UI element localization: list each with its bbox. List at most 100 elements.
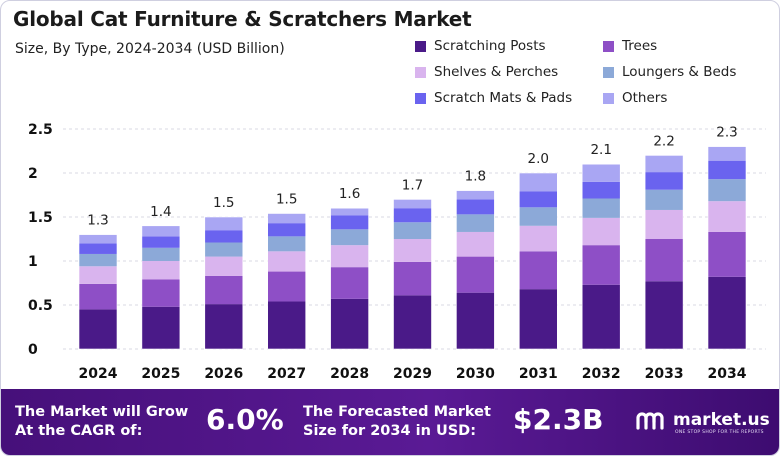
bar-segment (645, 189, 684, 210)
bar-segment (330, 298, 369, 349)
bar-segment (582, 164, 621, 182)
bar-segment (330, 229, 369, 246)
bar-segment (204, 256, 243, 276)
bar-segment (456, 214, 495, 232)
bar-segment (141, 306, 180, 349)
bar-total-label: 2.0 (528, 151, 549, 167)
bar-outline (204, 216, 244, 350)
legend-label: Trees (622, 38, 658, 54)
brand-tagline: ONE STOP SHOP FOR THE REPORTS (675, 430, 764, 435)
bar-segment (141, 247, 180, 261)
x-tick-label: 2033 (645, 366, 684, 382)
legend-label: Scratching Posts (434, 38, 546, 54)
legend-label: Others (622, 90, 668, 106)
brand-logo-icon (636, 412, 664, 430)
legend-item-others: Others (603, 90, 667, 106)
bar-outline (644, 155, 684, 350)
forecast-value: $2.3B (513, 403, 604, 436)
bar-total-label: 1.7 (402, 177, 423, 193)
bar-segment (393, 222, 432, 239)
legend-item-loungers-beds: Loungers & Beds (603, 64, 736, 80)
bar-segment (267, 251, 306, 272)
bar-segment (708, 179, 746, 202)
bar-outline (78, 234, 118, 350)
bar-segment (141, 261, 180, 280)
y-tick-label: 1 (28, 254, 38, 270)
bar-segment (267, 301, 306, 349)
bar-segment (393, 208, 432, 223)
bar-outline (141, 225, 181, 350)
bar-outline (456, 190, 495, 350)
bar-segment (204, 217, 243, 231)
bar-segment (519, 225, 558, 252)
y-tick-label: 0.5 (28, 298, 53, 314)
x-tick-label: 2024 (79, 366, 118, 382)
bar-segment (645, 281, 684, 349)
bar-segment (204, 230, 243, 243)
bar-segment (708, 160, 746, 180)
bar-total-label: 2.2 (653, 133, 674, 149)
bar-total-label: 1.4 (150, 204, 171, 220)
bar-segment (708, 201, 746, 232)
legend-label: Shelves & Perches (434, 64, 559, 80)
footer-banner: The Market will Grow At the CAGR of: 6.0… (1, 389, 779, 455)
legend-swatch (415, 66, 426, 78)
bar-total-label: 1.3 (87, 213, 108, 229)
bar-segment (204, 275, 243, 305)
x-tick-label: 2025 (141, 366, 180, 382)
bar-segment (456, 231, 495, 257)
cagr-label: The Market will Grow At the CAGR of: (15, 404, 189, 439)
bar-segment (708, 146, 746, 161)
bar-segment (330, 245, 369, 268)
bar-segment (141, 236, 180, 248)
legend-swatch (603, 66, 614, 78)
bar-segment (519, 289, 558, 349)
x-tick-label: 2026 (204, 366, 243, 382)
bar-outline (581, 163, 621, 350)
bar-segment (456, 190, 495, 200)
x-tick-label: 2030 (456, 366, 495, 382)
brand-logo: market.us ONE STOP SHOP FOR THE REPORTS (635, 409, 770, 435)
legend-swatch (415, 40, 426, 52)
bar-segment (330, 215, 369, 230)
bar-segment (204, 242, 243, 257)
bar-total-label: 1.5 (276, 191, 297, 207)
legend-swatch (415, 92, 426, 104)
bar-segment (456, 199, 495, 215)
forecast-label: The Forecasted Market Size for 2034 in U… (303, 404, 491, 439)
bar-segment (582, 245, 621, 285)
x-tick-label: 2027 (267, 366, 306, 382)
bar-total-label: 1.6 (339, 186, 360, 202)
legend-swatch (603, 40, 614, 52)
y-tick-label: 1.5 (28, 210, 53, 226)
bar-segment (141, 225, 180, 237)
bar-outline (267, 213, 307, 350)
bar-segment (79, 253, 117, 267)
bar-segment (393, 295, 432, 349)
legend-swatch (603, 92, 614, 104)
legend-label: Scratch Mats & Pads (434, 90, 573, 106)
legend-item-trees: Trees (603, 38, 657, 54)
bar-segment (456, 256, 495, 293)
chart-title: Global Cat Furniture & Scratchers Market (13, 7, 472, 31)
bar-segment (79, 283, 117, 310)
bar-segment (519, 191, 558, 208)
bar-segment (267, 223, 306, 237)
bar-segment (267, 236, 306, 252)
bar-segment (708, 276, 746, 349)
bar-outline (330, 207, 369, 350)
cagr-value: 6.0% (206, 403, 284, 436)
bar-total-label: 2.1 (590, 142, 611, 158)
bar-segment (267, 213, 306, 224)
bar-segment (456, 292, 495, 349)
bar-segment (645, 155, 684, 173)
bar-segment (645, 239, 684, 282)
brand-name: market.us (673, 410, 770, 430)
bar-segment (204, 304, 243, 349)
bar-segment (330, 208, 369, 216)
bar-outline (393, 199, 432, 350)
legend-label: Loungers & Beds (622, 64, 737, 80)
bar-segment (582, 181, 621, 199)
legend-item-shelves-perches: Shelves & Perches (415, 64, 558, 80)
